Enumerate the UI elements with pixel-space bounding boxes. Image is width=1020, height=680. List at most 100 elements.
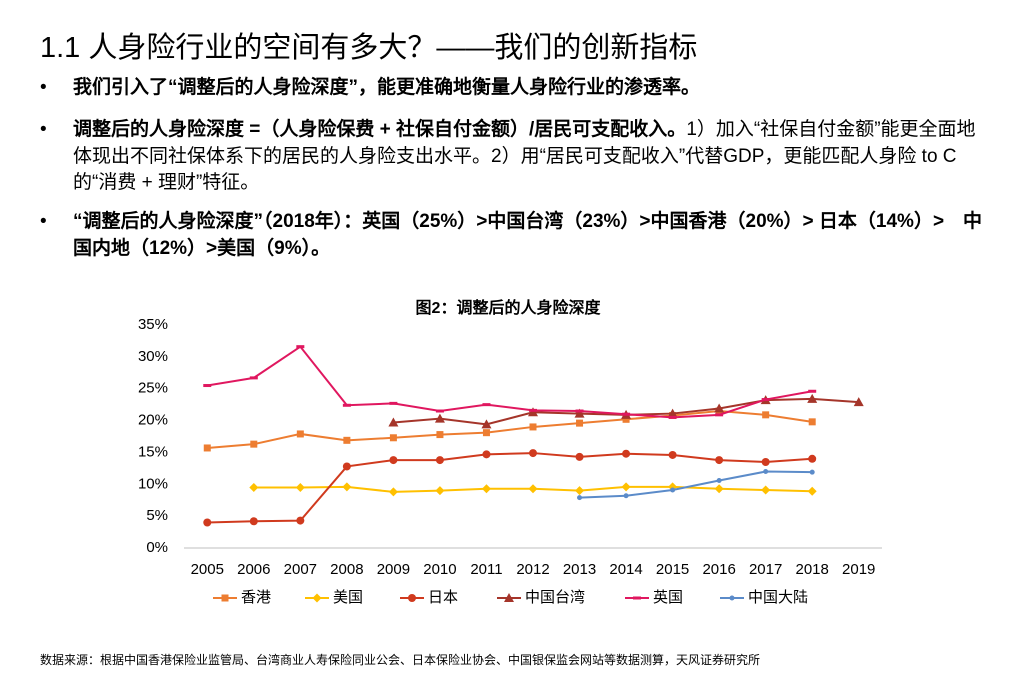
marker (716, 477, 722, 483)
source-note: 数据来源：根据中国香港保险业监管局、台湾商业人寿保险同业公会、日本保险业协会、中… (40, 653, 761, 667)
marker (481, 419, 492, 429)
marker (296, 516, 305, 525)
marker (622, 412, 631, 416)
marker (296, 430, 304, 438)
y-tick-label: 15% (138, 443, 168, 460)
legend-label: 英国 (653, 588, 683, 606)
marker (435, 456, 444, 465)
marker (761, 485, 771, 495)
x-tick-label: 2016 (702, 561, 735, 578)
marker (808, 418, 816, 426)
x-tick-label: 2019 (842, 561, 875, 578)
marker (623, 493, 629, 499)
marker (295, 482, 305, 492)
bullet-text: “调整后的人身险深度”（2018年）：英国（25%）>中国台湾（23%）>中国香… (73, 211, 983, 259)
legend-label: 中国大陆 (748, 589, 808, 606)
bullet: “调整后的人身险深度”（2018年）：英国（25%）>中国台湾（23%）>中国香… (40, 209, 988, 262)
marker (807, 393, 818, 403)
marker (482, 450, 491, 459)
chart-title: 图2：调整后的人身险深度 (416, 298, 602, 317)
marker (388, 487, 398, 497)
marker (250, 440, 258, 448)
marker (504, 593, 514, 602)
marker (714, 403, 725, 413)
marker (342, 403, 351, 407)
marker (482, 429, 490, 437)
bullet-text: 调整后的人身险深度 =（人身险保费 + 社保自付金额）/居民可支配收入。 (73, 119, 687, 140)
marker (435, 409, 444, 413)
marker (312, 593, 322, 603)
y-tick-label: 25% (138, 380, 168, 397)
legend-label: 美国 (333, 589, 363, 606)
marker (763, 469, 769, 475)
x-tick-label: 2007 (284, 561, 317, 578)
marker (436, 431, 444, 439)
y-tick-label: 20% (138, 412, 168, 429)
x-tick-label: 2015 (656, 561, 689, 578)
marker (670, 487, 676, 493)
slide-title: 1.1 人身险行业的空间有多大？——我们的创新指标 (40, 32, 698, 64)
marker (574, 408, 585, 418)
marker (715, 413, 724, 417)
bullet-text: 我们引入了“调整后的人身险深度”，能更准确地衡量人身险行业的渗透率。 (73, 77, 701, 98)
y-tick-label: 0% (146, 539, 168, 556)
marker (667, 408, 678, 418)
y-tick-label: 5% (146, 507, 168, 524)
y-tick-label: 30% (138, 348, 168, 365)
marker (575, 452, 584, 461)
y-tick-label: 10% (138, 475, 168, 492)
marker (389, 456, 398, 465)
marker (808, 454, 817, 463)
marker (729, 595, 735, 601)
marker (482, 403, 491, 407)
series-line (207, 410, 813, 449)
marker (528, 484, 538, 494)
marker (529, 423, 537, 431)
marker (576, 419, 584, 427)
marker (622, 449, 631, 458)
marker (203, 518, 212, 527)
marker (633, 596, 641, 600)
x-tick-label: 2005 (191, 561, 224, 578)
marker (388, 417, 399, 427)
marker (715, 456, 724, 465)
x-tick-label: 2011 (470, 561, 502, 578)
marker (296, 345, 305, 349)
bullet: 我们引入了“调整后的人身险深度”，能更准确地衡量人身险行业的渗透率。 (40, 75, 988, 102)
marker (809, 469, 815, 475)
x-tick-label: 2010 (423, 561, 456, 578)
marker (668, 450, 677, 459)
chart: 图2：调整后的人身险深度 0% 5% 10% 15% 20% 25% 30% 35% 2005 2… (138, 298, 882, 606)
marker (807, 486, 817, 496)
marker (761, 457, 770, 466)
legend-label: 中国台湾 (525, 589, 585, 606)
marker (408, 594, 416, 602)
marker (853, 397, 864, 407)
marker (221, 594, 229, 602)
marker (249, 482, 259, 492)
marker (529, 408, 537, 412)
x-tick-label: 2018 (796, 561, 829, 578)
x-tick-label: 2017 (749, 561, 782, 578)
marker (577, 495, 583, 501)
marker (761, 398, 770, 402)
legend-label: 日本 (428, 589, 458, 606)
marker (575, 409, 584, 413)
x-tick-label: 2012 (516, 561, 549, 578)
series-line (579, 470, 813, 499)
bullet: 调整后的人身险深度 =（人身险保费 + 社保自付金额）/居民可支配收入。1）加入… (40, 117, 988, 197)
marker (343, 436, 351, 444)
x-tick-label: 2014 (609, 561, 642, 578)
series-line (207, 345, 813, 419)
marker (342, 482, 352, 492)
x-tick-label: 2009 (377, 561, 410, 578)
marker (342, 462, 351, 471)
marker (481, 484, 491, 494)
marker (762, 411, 770, 419)
marker (203, 384, 212, 388)
marker (249, 517, 258, 526)
marker (668, 415, 677, 419)
x-tick-label: 2006 (237, 561, 270, 578)
marker (389, 434, 397, 442)
bullet-text: 1）加入“社保自付金额”能更全面地体现出不同社保体系下的居民的人身险支出水平。2… (73, 119, 976, 193)
